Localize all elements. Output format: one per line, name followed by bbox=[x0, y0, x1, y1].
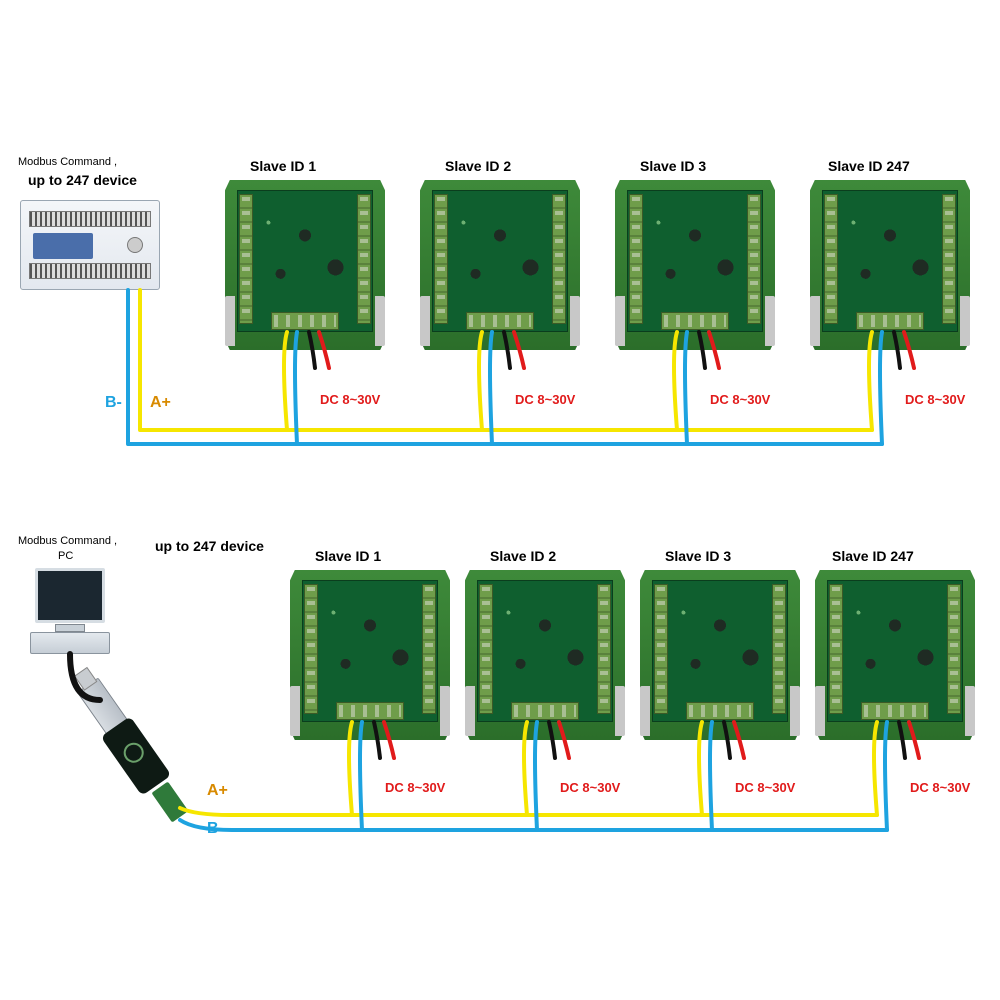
a-plus-label-2: A+ bbox=[207, 782, 228, 800]
dc-label: DC 8~30V bbox=[515, 392, 575, 407]
slave-board bbox=[465, 570, 625, 740]
slave-board bbox=[810, 180, 970, 350]
pc-base bbox=[30, 632, 110, 654]
slave-board bbox=[225, 180, 385, 350]
dc-label: DC 8~30V bbox=[710, 392, 770, 407]
pc-sublabel: PC bbox=[58, 550, 73, 562]
slave-label: Slave ID 3 bbox=[640, 158, 706, 174]
slave-board bbox=[420, 180, 580, 350]
slave-label: Slave ID 3 bbox=[665, 548, 731, 564]
slave-label: Slave ID 247 bbox=[832, 548, 914, 564]
slave-board bbox=[640, 570, 800, 740]
pc-monitor bbox=[35, 568, 105, 623]
modbus-caption-pc: Modbus Command , bbox=[18, 535, 117, 547]
slave-board bbox=[290, 570, 450, 740]
dc-label: DC 8~30V bbox=[560, 780, 620, 795]
plc-master bbox=[20, 200, 160, 290]
usb-adapter bbox=[101, 716, 172, 796]
dc-label: DC 8~30V bbox=[320, 392, 380, 407]
b-minus-label-2: B- bbox=[207, 820, 224, 838]
slave-label: Slave ID 2 bbox=[490, 548, 556, 564]
dc-label: DC 8~30V bbox=[385, 780, 445, 795]
pc-stand bbox=[55, 624, 85, 632]
slave-label: Slave ID 1 bbox=[315, 548, 381, 564]
dc-label: DC 8~30V bbox=[905, 392, 965, 407]
device-count-plc: up to 247 device bbox=[28, 172, 137, 188]
dc-label: DC 8~30V bbox=[735, 780, 795, 795]
slave-board bbox=[815, 570, 975, 740]
modbus-caption-plc: Modbus Command , bbox=[18, 152, 117, 170]
slave-label: Slave ID 247 bbox=[828, 158, 910, 174]
slave-label: Slave ID 2 bbox=[445, 158, 511, 174]
slave-label: Slave ID 1 bbox=[250, 158, 316, 174]
b-minus-label-1: B- bbox=[105, 394, 122, 412]
device-count-pc: up to 247 device bbox=[155, 538, 264, 554]
dc-label: DC 8~30V bbox=[910, 780, 970, 795]
usb-tip bbox=[151, 782, 188, 823]
wiring-canvas bbox=[0, 0, 1000, 1000]
a-plus-label-1: A+ bbox=[150, 394, 171, 412]
slave-board bbox=[615, 180, 775, 350]
